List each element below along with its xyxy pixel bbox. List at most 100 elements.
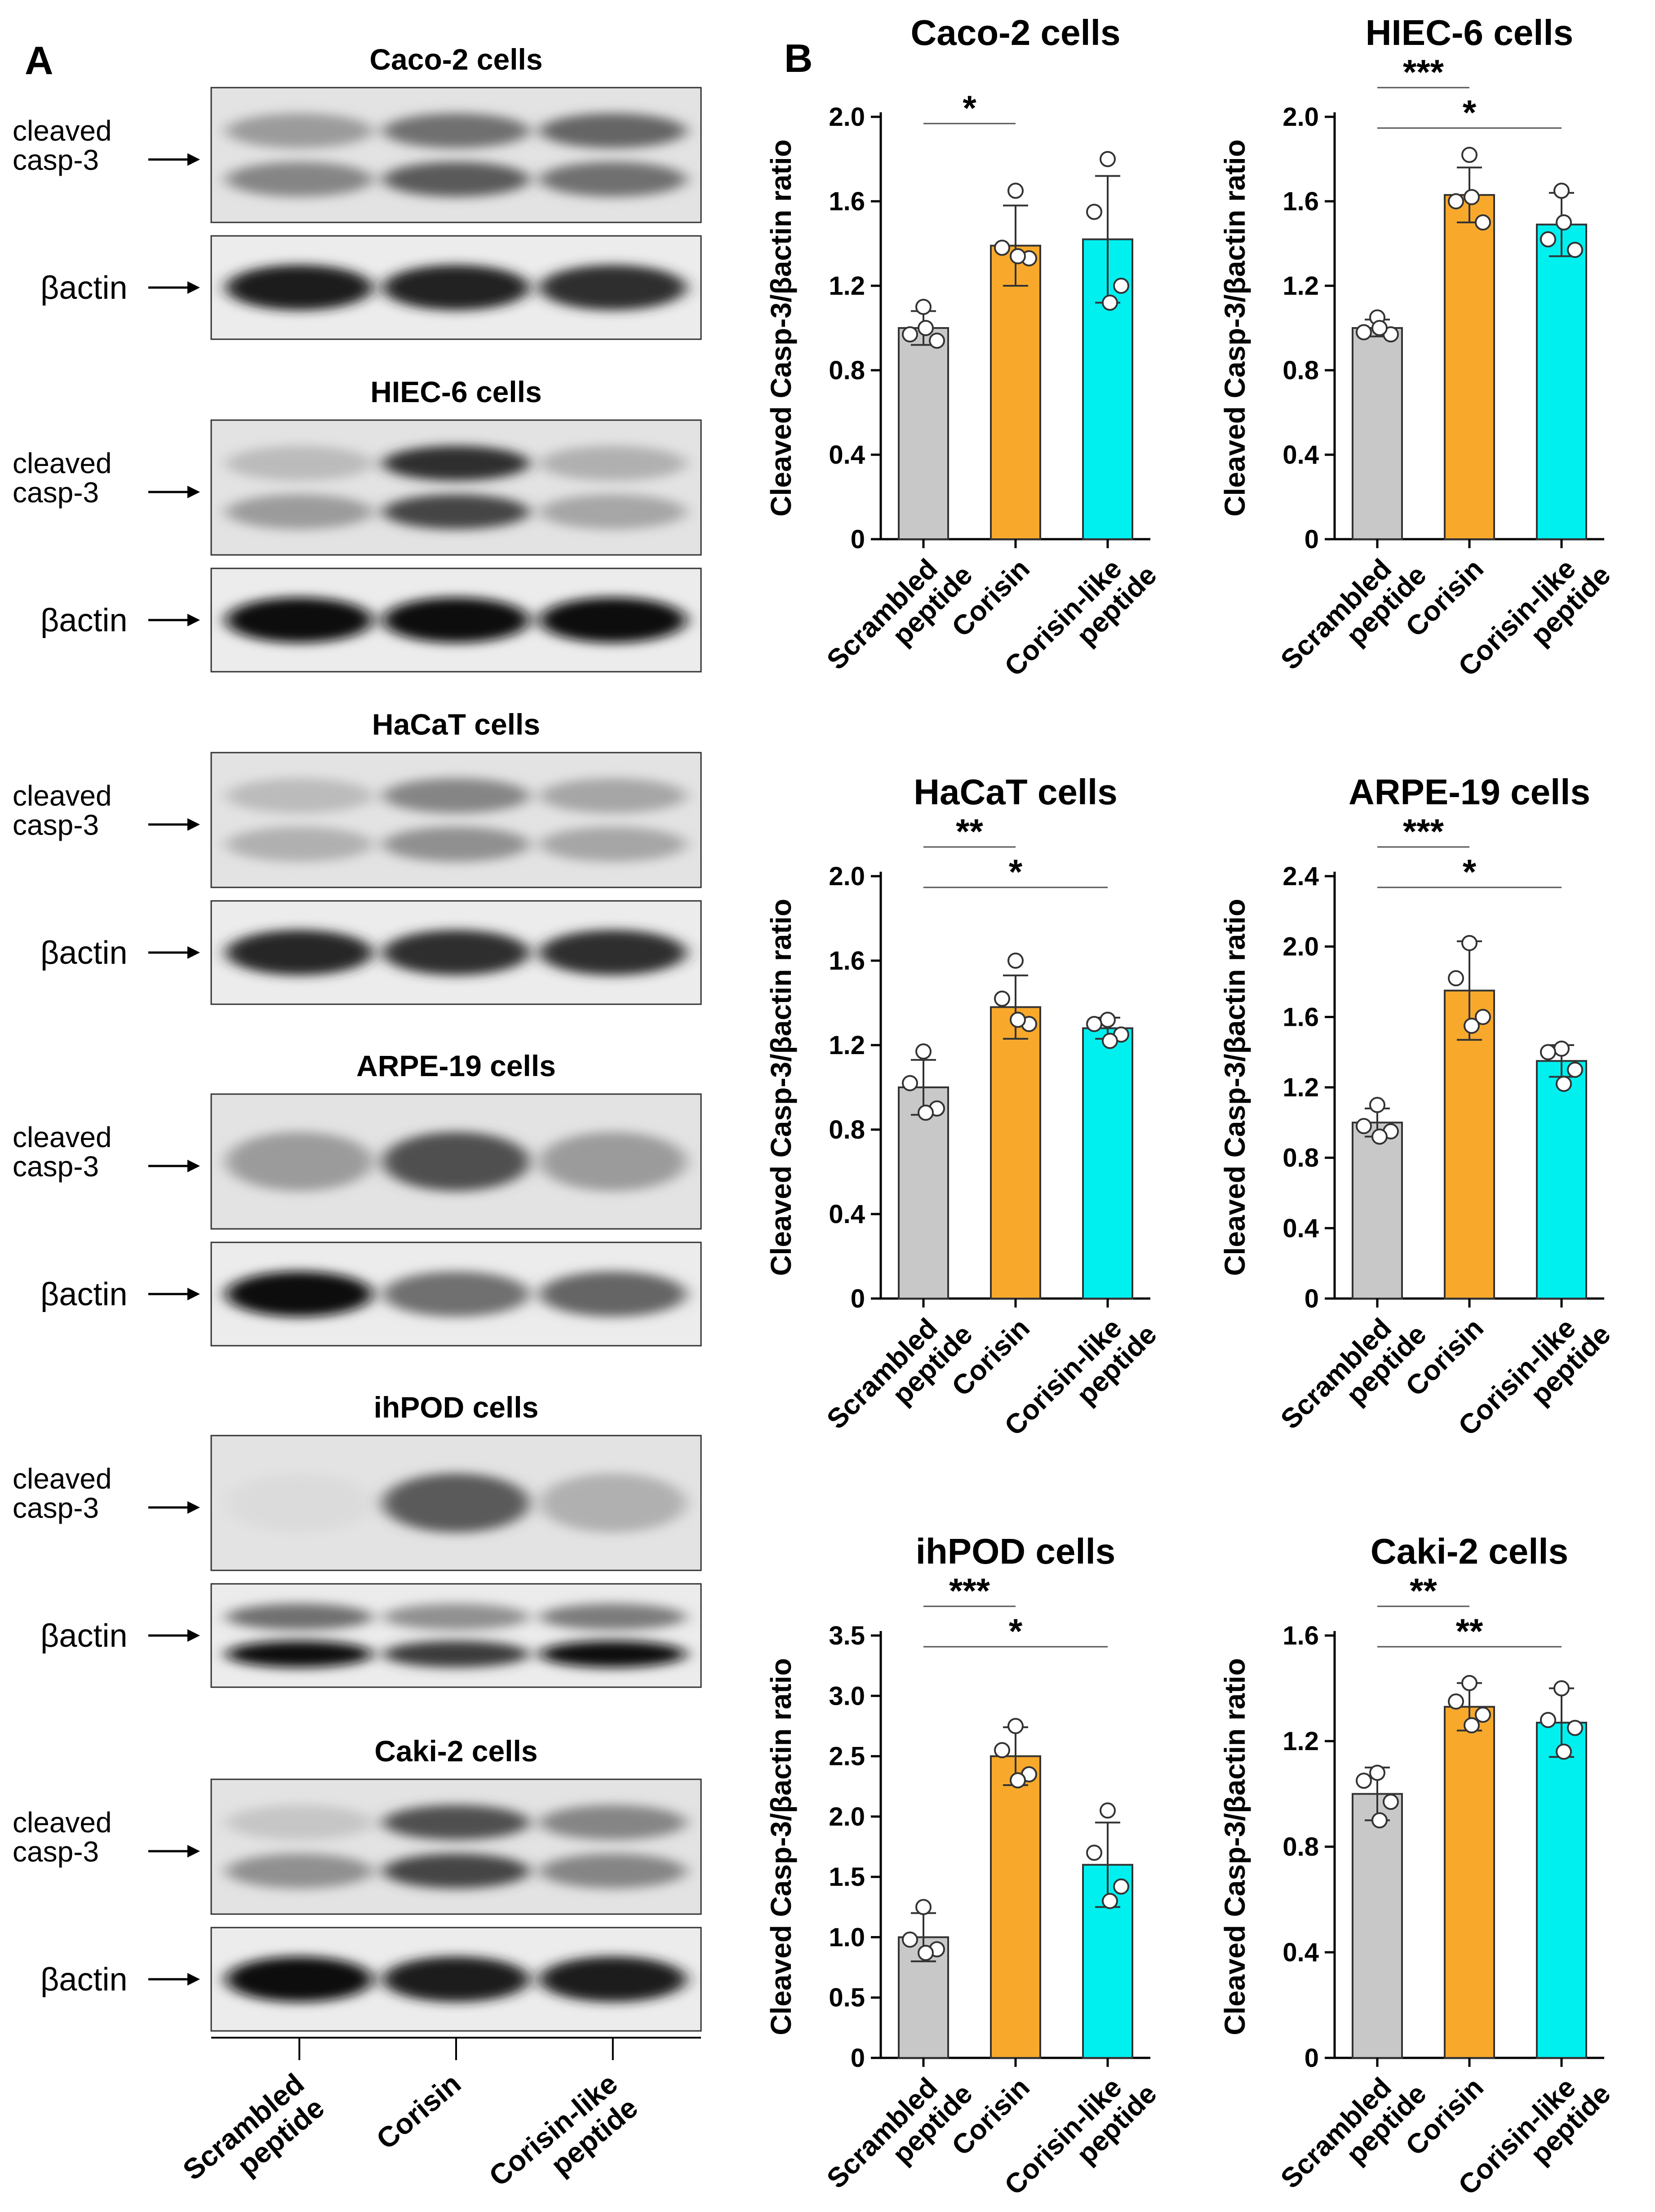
- significance-label: *: [1009, 1611, 1023, 1651]
- blot-cleaved-casp3-frame: [210, 752, 702, 888]
- chart-title: ARPE-19 cells: [1349, 772, 1590, 812]
- y-tick-label: 0: [1304, 2044, 1319, 2073]
- y-tick-label: 0.8: [829, 1115, 865, 1144]
- y-axis-label: Cleaved Casp-3/βactin ratio: [1219, 899, 1251, 1276]
- blot-cleaved-casp3-band-0-lane-1: [382, 1132, 530, 1191]
- band-label-actin: βactin: [40, 1962, 128, 1998]
- data-point: [1369, 1097, 1385, 1113]
- y-tick-label: 1.2: [1282, 1727, 1319, 1756]
- blot-cleaved-casp3-band-0-lane-0: [226, 113, 373, 148]
- bar: [1352, 327, 1403, 540]
- y-tick-label: 0.4: [829, 1200, 865, 1229]
- bar-chart-1: HIEC-6 cells Cleaved Casp-3/βactin ratio 0…: [1219, 13, 1617, 683]
- blot-cleaved-casp3-band-0-lane-0: [226, 778, 373, 813]
- data-point: [1102, 1033, 1118, 1049]
- significance-label: **: [1456, 1611, 1483, 1651]
- blot-title: Caco-2 cells: [369, 43, 542, 76]
- arrow-head: [187, 946, 200, 959]
- y-tick-label: 0.4: [1282, 1214, 1319, 1243]
- lane-label-line: Corisin: [370, 2067, 467, 2156]
- y-tick-label: 1.2: [1282, 271, 1319, 301]
- chart-title: Caco-2 cells: [911, 13, 1121, 53]
- y-tick-label: 0.5: [829, 1983, 865, 2013]
- blot-cleaved-casp3-band-0-lane-1: [382, 1473, 530, 1533]
- blot-actin: [210, 1927, 702, 2032]
- data-point: [1556, 1743, 1572, 1760]
- blot-actin-band-0-lane-0: [226, 930, 373, 975]
- data-point: [915, 299, 932, 315]
- panel-label-a: A: [25, 38, 53, 83]
- blot-actin-band-0-lane-0: [226, 597, 373, 643]
- blot-actin-band-0-lane-2: [539, 1956, 687, 2002]
- bar: [1352, 1122, 1403, 1299]
- band-label-casp3: casp-3: [13, 809, 99, 841]
- data-point: [1086, 204, 1102, 220]
- y-tick-label: 0.4: [1282, 440, 1319, 470]
- blot-actin-band-0-lane-1: [382, 930, 530, 975]
- y-tick-label: 2.0: [1282, 932, 1319, 962]
- data-point: [1100, 1011, 1116, 1028]
- blot-cleaved-casp3-band-0-lane-1: [382, 113, 530, 148]
- data-point: [1540, 1044, 1556, 1060]
- data-point: [1553, 1040, 1570, 1057]
- data-point: [1475, 1009, 1491, 1025]
- data-point: [1100, 1802, 1116, 1819]
- chart-title: ihPOD cells: [916, 1531, 1116, 1571]
- blot-cleaved-casp3: [210, 1778, 702, 1915]
- y-tick-label: 0.4: [829, 440, 865, 470]
- data-point: [1369, 1764, 1385, 1781]
- blot-actin-band-0-lane-0: [226, 1271, 373, 1317]
- blot-cleaved-casp3-band-0-lane-2: [539, 1132, 687, 1191]
- lane-label: Corisin: [370, 2067, 467, 2156]
- blot-actin-band-0-lane-2: [539, 597, 687, 643]
- arrow-head: [187, 1160, 200, 1172]
- data-point: [994, 990, 1010, 1007]
- data-point: [1567, 242, 1583, 258]
- data-point: [1464, 1717, 1480, 1733]
- arrow-head: [187, 1501, 200, 1514]
- data-point: [1464, 189, 1480, 205]
- blot-cleaved-casp3-band-0-lane-0: [226, 1805, 373, 1840]
- y-tick-label: 1.2: [1282, 1073, 1319, 1102]
- blot-title: HIEC-6 cells: [370, 375, 542, 408]
- blot-cleaved-casp3-frame: [210, 1778, 702, 1915]
- y-tick-label: 1.0: [829, 1923, 865, 1952]
- band-label-actin: βactin: [40, 1618, 128, 1654]
- arrow-head: [187, 1629, 200, 1642]
- significance-label: ***: [949, 1571, 990, 1610]
- significance-label: **: [1410, 1571, 1437, 1610]
- data-point: [1113, 1878, 1129, 1895]
- band-label-casp3: casp-3: [13, 476, 99, 509]
- y-tick-label: 0.8: [1282, 356, 1319, 385]
- band-label-cleaved: cleaved: [13, 1463, 112, 1495]
- band-label-casp3: casp-3: [13, 1835, 99, 1868]
- data-point: [1113, 278, 1129, 294]
- blot-cleaved-casp3-band-0-lane-2: [539, 1473, 687, 1533]
- data-point: [1556, 1076, 1572, 1092]
- blot-cleaved-casp3-band-0-lane-0: [226, 1473, 373, 1533]
- data-point: [1540, 1712, 1556, 1728]
- y-tick-label: 0.8: [829, 356, 865, 385]
- data-point: [1383, 1794, 1399, 1810]
- lane-label: Corisin-likepeptide: [483, 2067, 644, 2212]
- arrow-head: [187, 153, 200, 166]
- blot-actin: [210, 900, 702, 1005]
- data-point: [1567, 1061, 1583, 1078]
- band-label-cleaved: cleaved: [13, 447, 112, 479]
- y-tick-label: 1.6: [829, 187, 865, 216]
- band-label-casp3: casp-3: [13, 1150, 99, 1183]
- data-point: [1461, 146, 1478, 163]
- data-point: [994, 239, 1010, 256]
- data-point: [1010, 1772, 1026, 1789]
- blot-cleaved-casp3: [210, 1435, 702, 1571]
- band-label-actin: βactin: [40, 1277, 128, 1312]
- band-label-cleaved: cleaved: [13, 780, 112, 812]
- blot-cleaved-casp3-band-1-lane-0: [226, 1853, 373, 1888]
- blot-cleaved-casp3: [210, 419, 702, 556]
- blot-title: ihPOD cells: [374, 1391, 539, 1424]
- y-axis-label: Cleaved Casp-3/βactin ratio: [765, 899, 797, 1276]
- bar-chart-panel: Caco-2 cells Cleaved Casp-3/βactin ratio 0…: [765, 13, 1617, 2201]
- band-label-cleaved: cleaved: [13, 1121, 112, 1153]
- blot-cleaved-casp3-band-0-lane-2: [539, 446, 687, 481]
